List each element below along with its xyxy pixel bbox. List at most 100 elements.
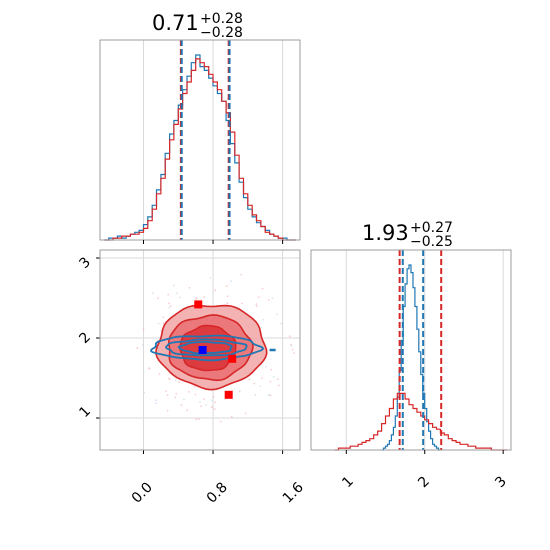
scatter-point <box>151 292 154 295</box>
blue-contour-level-2 <box>165 338 248 357</box>
scatter-point <box>241 302 243 305</box>
scatter-point <box>226 302 229 305</box>
scatter-point <box>203 398 205 400</box>
scatter-point <box>271 297 274 299</box>
histogram-series-red <box>104 58 296 241</box>
scatter-point <box>288 335 291 338</box>
scatter-point <box>167 293 170 296</box>
scatter-point <box>198 418 201 420</box>
scatter-point <box>142 371 145 374</box>
scatter-point <box>174 379 177 382</box>
scatter-point <box>225 285 228 288</box>
scatter-point <box>186 409 189 412</box>
scatter-point <box>203 296 206 299</box>
scatter-point <box>260 326 263 329</box>
scatter-point <box>194 393 197 396</box>
scatter-point <box>262 318 265 321</box>
scatter-point <box>194 297 197 299</box>
contour-ytick-label-2: 3 <box>76 254 94 272</box>
scatter-point <box>209 277 212 279</box>
scatter-point <box>157 322 160 325</box>
scatter-point <box>175 393 178 395</box>
scatter-point <box>280 322 283 325</box>
scatter-point <box>253 382 256 385</box>
right-histogram-panel <box>310 249 512 454</box>
panel-frame <box>99 249 301 451</box>
scatter-point <box>268 299 270 301</box>
scatter-point <box>290 343 292 346</box>
scatter-point <box>277 384 280 387</box>
scatter-point <box>269 394 272 397</box>
scatter-point <box>200 405 202 408</box>
scatter-point <box>272 375 275 378</box>
contour-ytick-label-1: 2 <box>76 329 94 347</box>
scatter-point <box>180 404 183 407</box>
scatter-point <box>205 404 207 406</box>
scatter-point <box>154 399 157 402</box>
contour-xtick-label-2: 1.6 <box>280 479 307 506</box>
scatter-point <box>172 284 175 287</box>
scatter-point <box>179 296 182 299</box>
scatter-point <box>257 296 260 299</box>
scatter-point <box>211 399 214 402</box>
scatter-point <box>158 373 161 375</box>
scatter-point <box>193 385 196 388</box>
scatter-point <box>259 385 262 388</box>
scatter-point <box>187 391 190 393</box>
scatter-point <box>183 398 185 401</box>
scatter-point <box>141 344 144 346</box>
scatter-point <box>168 378 171 381</box>
right-histogram-title-value: 1.93 <box>362 221 409 245</box>
scatter-point <box>166 394 169 396</box>
scatter-point <box>255 305 258 307</box>
scatter-point <box>244 412 247 415</box>
right-xtick-label-1: 2 <box>415 474 433 492</box>
scatter-point <box>212 396 215 398</box>
contour-xtick-label-0: 0.0 <box>129 480 156 507</box>
scatter-point <box>261 287 264 290</box>
top-histogram-title-value: 0.71 <box>152 11 199 35</box>
histogram-series-red <box>334 392 508 451</box>
scatter-point <box>188 286 191 289</box>
scatter-point <box>261 377 263 380</box>
contour-xtick-label-1: 0.8 <box>204 480 231 507</box>
contour-ytick-label-0: 1 <box>76 403 94 421</box>
scatter-point <box>199 401 201 403</box>
scatter-point <box>230 415 233 418</box>
scatter-point <box>293 352 295 355</box>
scatter-point <box>155 402 158 404</box>
right-histogram-title-upper: +0.27 <box>410 220 453 236</box>
marker-red-0 <box>194 300 203 309</box>
scatter-point <box>178 381 180 384</box>
scatter-point <box>255 303 258 306</box>
scatter-point <box>148 367 151 370</box>
marker-blue-1 <box>198 346 207 354</box>
scatter-point <box>214 401 217 404</box>
scatter-point <box>168 306 171 309</box>
panel-frame <box>310 249 512 451</box>
scatter-point <box>238 390 241 393</box>
scatter-point <box>213 408 216 410</box>
scatter-point <box>219 420 222 423</box>
scatter-point <box>254 394 257 396</box>
scatter-point <box>230 280 233 283</box>
scatter-point <box>175 292 178 295</box>
panel-frame <box>99 39 301 241</box>
scatter-point <box>174 396 177 399</box>
scatter-point <box>276 378 279 381</box>
scatter-point <box>162 322 165 325</box>
top-histogram-panel <box>99 39 301 244</box>
scatter-point <box>264 365 267 368</box>
right-histogram-title-lower: −0.25 <box>410 234 453 250</box>
scatter-point <box>162 316 165 319</box>
scatter-point <box>226 295 229 298</box>
scatter-point <box>290 345 293 347</box>
scatter-point <box>276 313 278 316</box>
scatter-point <box>166 409 169 412</box>
scatter-point <box>165 390 168 392</box>
scatter-point <box>157 297 160 300</box>
scatter-point <box>291 348 294 351</box>
scatter-point <box>210 406 213 408</box>
